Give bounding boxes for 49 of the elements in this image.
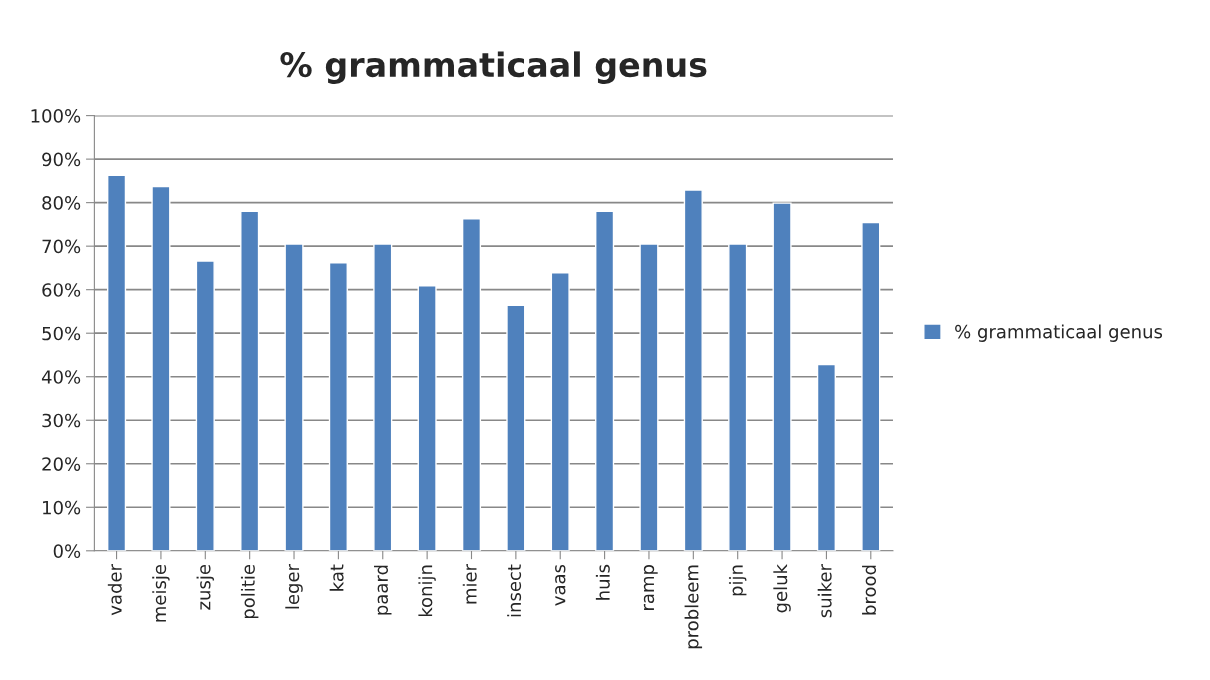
y-tick-label: 100% [31,109,81,123]
x-tick-label: kat [329,564,344,591]
bar [772,202,792,551]
bar [417,285,437,551]
x-tick-label: konijn [418,565,436,617]
y-tick-label: 50% [42,326,81,341]
bar [861,221,881,551]
x-tick-label: pijn [728,565,747,596]
x-tick-label: meisje [152,564,170,622]
bar [816,363,836,551]
bar [106,174,127,551]
x-tick-label: brood [862,565,877,615]
x-tick-label: paard [374,565,392,615]
x-tick-label: huis [595,564,610,600]
y-tick-label: 10% [43,500,81,515]
x-tick-label: politie [240,564,259,619]
bar [550,272,570,551]
legend-label: % grammaticaal genus [955,324,1163,342]
bar [373,243,393,551]
y-tick-label: 60% [42,283,81,297]
bar [328,262,348,551]
y-tick-label: 40% [41,370,81,384]
x-tick-label: zusje [196,564,215,610]
x-tick-label: leger [285,564,303,609]
x-tick-label: probleem [684,565,703,649]
x-tick-label: suiker [817,563,832,618]
bar [151,185,171,551]
bar [240,210,260,551]
x-tick-label: vaas [555,564,566,606]
y-tick-label: 0% [53,544,81,558]
bar [461,218,482,551]
bar [195,260,215,551]
y-tick-label: 20% [42,457,81,471]
bar [506,304,526,551]
y-tick-label: 70% [42,239,81,254]
x-tick-label: geluk [773,564,791,613]
bar [683,189,703,551]
x-tick-label: ramp [643,564,658,610]
bar [595,210,615,551]
x-tick-label: vader [107,564,122,616]
chart-title: % grammaticaal genus [280,51,707,84]
y-tick-label: 80% [42,196,81,210]
x-tick-label: insect [507,564,522,617]
bar [639,243,659,551]
y-tick-label: 90% [42,152,81,167]
x-tick-label: mier [462,563,477,604]
y-tick-label: 30% [42,413,81,428]
bar [284,243,304,551]
bar [728,243,748,551]
